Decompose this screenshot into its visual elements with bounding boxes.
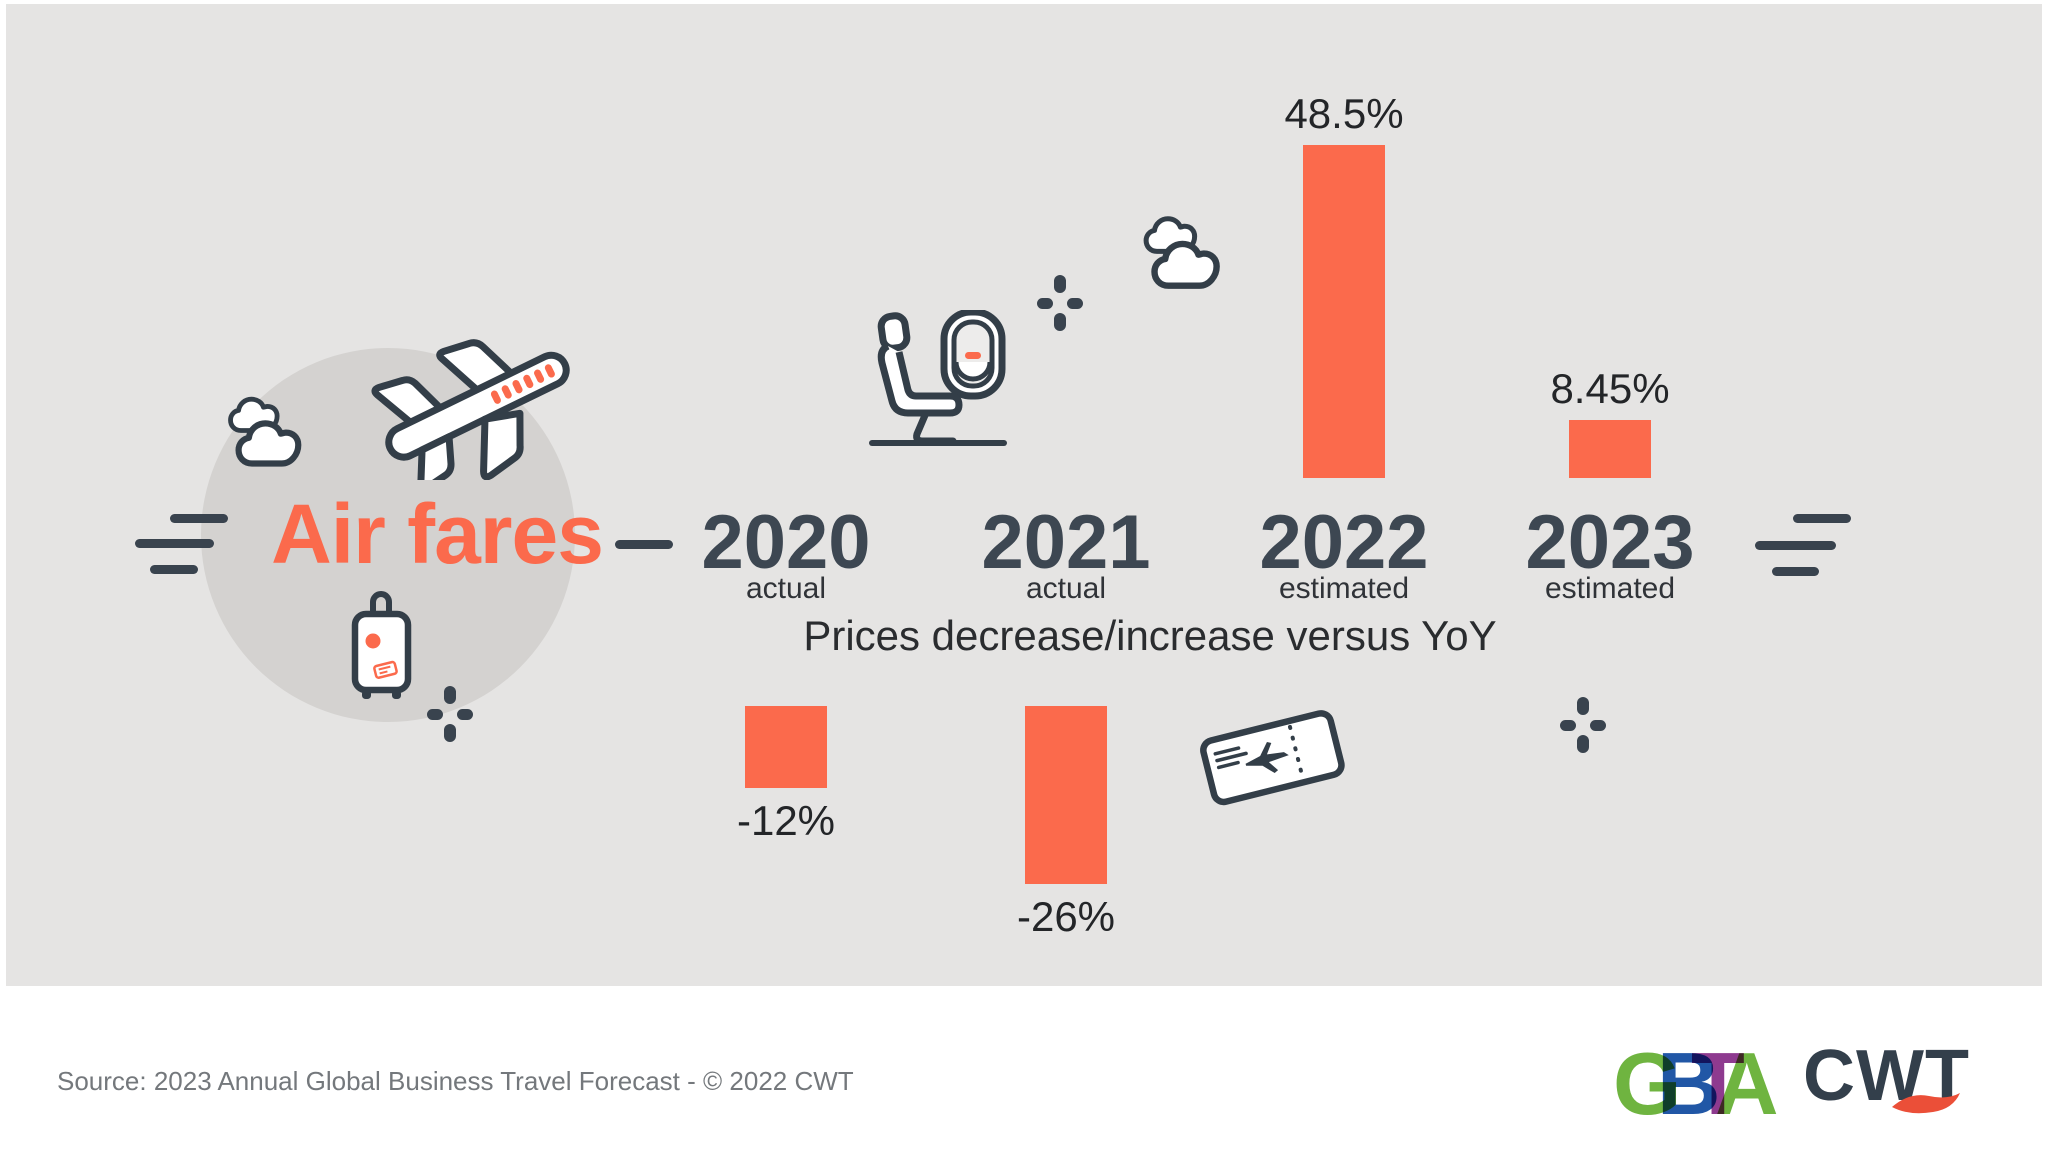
bar-2021 [1025,706,1107,884]
year-note-2020: actual [745,572,827,605]
year-note-2023: estimated [1544,572,1676,605]
year-label-2020: 2020 [701,500,871,585]
suitcase-icon [351,590,412,699]
speed-lines-icon [1755,541,1836,550]
gbta-logo: G B T A [1613,1040,1783,1128]
bar-2022 [1303,145,1385,478]
year-note-2021: actual [1025,572,1107,605]
sparkle-plus-icon [1037,275,1083,331]
seat-window-icon [869,310,1007,446]
bar-value-2023: 8.45% [1550,365,1670,412]
cwt-swoosh-icon [1892,1093,1960,1114]
year-label-2021: 2021 [981,500,1151,585]
ticket-icon [1200,710,1345,806]
speed-lines-icon [170,514,228,523]
speed-lines-icon [135,539,214,548]
year-label-2023: 2023 [1525,500,1695,585]
sparkle-plus-icon [1560,697,1606,753]
chart-subtitle: Prices decrease/increase versus YoY [803,612,1497,659]
gbta-letter-b: B [1657,1034,1721,1133]
bar-value-2021: -26% [1016,893,1116,940]
clouds-top-icon [1143,216,1220,289]
bar-value-2022: 48.5% [1284,90,1404,137]
source-text: Source: 2023 Annual Global Business Trav… [57,1066,854,1096]
sparkle-plus-icon [427,686,473,742]
year-note-2022: estimated [1278,572,1410,605]
speed-lines-icon [1793,514,1851,523]
gbta-letter-a: A [1715,1034,1779,1133]
gbta-letter-t: T [1691,1034,1745,1133]
bar-value-2020: -12% [736,797,836,844]
year-label-2022: 2022 [1259,500,1429,585]
speed-lines-icon [1772,567,1819,576]
connector-dash-icon [615,540,673,549]
page-title: Air fares [271,487,604,581]
clouds-left-icon [228,396,302,467]
speed-lines-icon [150,565,198,574]
bar-2020 [745,706,827,788]
gbta-letter-g: G [1613,1034,1682,1133]
airplane-icon [371,339,570,480]
bar-2023 [1569,420,1651,478]
